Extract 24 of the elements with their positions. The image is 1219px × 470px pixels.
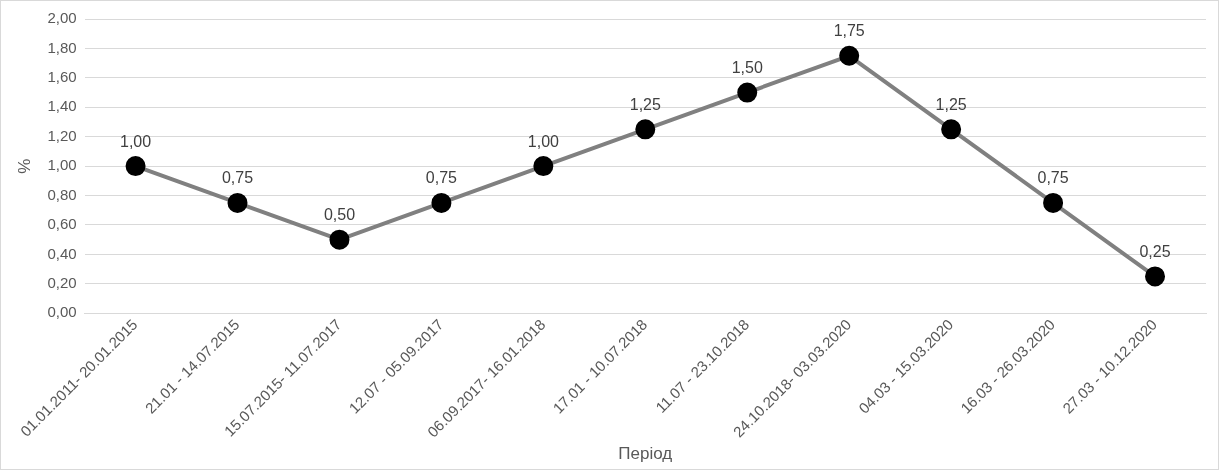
y-tick-label: 0,40 <box>47 244 77 262</box>
data-label: 1,25 <box>629 95 661 113</box>
y-tick-label: 1,80 <box>47 38 77 56</box>
data-label: 0,75 <box>221 169 254 187</box>
data-label: 1,50 <box>731 58 763 76</box>
y-axis-title: % <box>14 158 34 174</box>
y-tick-label: 0,00 <box>47 303 77 321</box>
y-tick-label: 1,60 <box>47 67 77 85</box>
data-label: 0,25 <box>1139 242 1171 260</box>
x-axis-title: Період <box>618 444 673 464</box>
y-tick-label: 1,20 <box>47 126 77 144</box>
y-tick-label: 0,20 <box>47 273 77 291</box>
data-label: 1,00 <box>120 132 152 150</box>
data-label: 1,00 <box>527 132 560 150</box>
data-label: 0,75 <box>1037 169 1069 187</box>
data-label: 0,50 <box>323 206 356 224</box>
data-label: 0,75 <box>425 169 458 187</box>
y-tick-label: 2,00 <box>47 9 77 27</box>
y-tick-label: 0,60 <box>47 215 77 233</box>
data-label: 1,75 <box>833 22 865 40</box>
y-tick-label: 1,40 <box>47 97 77 115</box>
y-tick-label: 0,80 <box>47 185 77 203</box>
y-tick-label: 1,00 <box>47 156 77 174</box>
data-label: 1,25 <box>935 95 967 113</box>
